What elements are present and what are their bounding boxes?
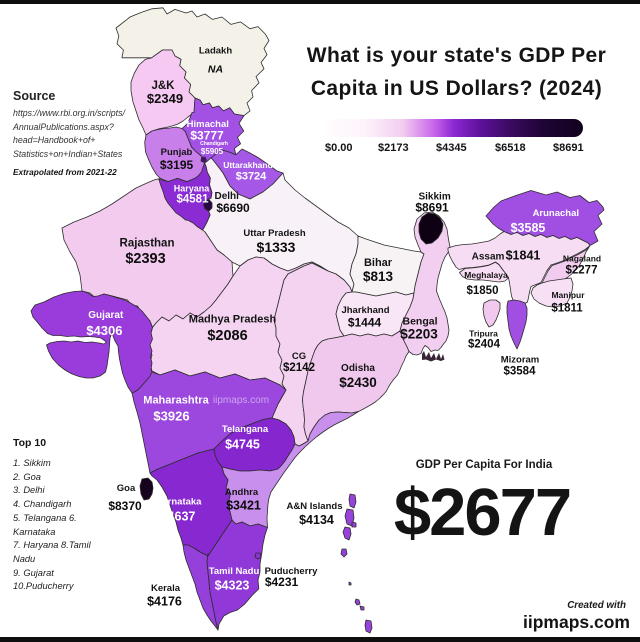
svg-text:$6690: $6690 xyxy=(216,201,250,215)
svg-text:$3195: $3195 xyxy=(160,158,194,172)
svg-text:Arunachal: Arunachal xyxy=(533,208,579,219)
svg-text:Ladakh: Ladakh xyxy=(199,46,232,57)
svg-text:Uttarakhand: Uttarakhand xyxy=(223,160,273,170)
svg-text:$2086: $2086 xyxy=(207,328,247,344)
svg-text:Kerala: Kerala xyxy=(151,583,181,594)
svg-text:Assam: Assam xyxy=(472,252,505,263)
svg-text:$5905: $5905 xyxy=(201,147,224,156)
svg-text:$813: $813 xyxy=(363,269,394,284)
svg-text:$8691: $8691 xyxy=(415,201,449,215)
svg-text:$3777: $3777 xyxy=(190,129,224,143)
svg-text:Madhya Pradesh: Madhya Pradesh xyxy=(189,314,277,326)
svg-text:$1850: $1850 xyxy=(467,285,499,297)
svg-text:$1333: $1333 xyxy=(257,239,296,255)
svg-text:Karnataka: Karnataka xyxy=(156,497,203,508)
svg-text:Jharkhand: Jharkhand xyxy=(341,305,389,316)
svg-text:Chandigarh: Chandigarh xyxy=(200,141,228,147)
svg-text:Goa: Goa xyxy=(117,483,136,494)
svg-text:Manipur: Manipur xyxy=(551,290,585,300)
svg-text:$3584: $3584 xyxy=(504,366,537,378)
svg-text:Meghalaya: Meghalaya xyxy=(464,270,508,280)
svg-text:Punjab: Punjab xyxy=(161,147,193,158)
svg-text:$3724: $3724 xyxy=(236,171,267,183)
svg-text:$4745: $4745 xyxy=(225,438,260,452)
svg-text:NA: NA xyxy=(208,64,223,76)
svg-text:$2404: $2404 xyxy=(468,339,501,351)
svg-text:$4323: $4323 xyxy=(215,579,250,593)
svg-text:J&K: J&K xyxy=(151,80,175,92)
svg-text:Sikkim: Sikkim xyxy=(418,192,450,203)
svg-text:$4306: $4306 xyxy=(86,323,122,338)
svg-text:Nagaland: Nagaland xyxy=(563,254,601,264)
svg-text:$2142: $2142 xyxy=(283,362,315,374)
svg-text:iipmaps.com: iipmaps.com xyxy=(213,395,269,406)
svg-text:$3421: $3421 xyxy=(226,499,261,513)
svg-text:Gujarat: Gujarat xyxy=(88,310,124,321)
svg-text:$1444: $1444 xyxy=(348,316,382,330)
svg-text:A&N Islands: A&N Islands xyxy=(287,501,343,512)
svg-text:Bengal: Bengal xyxy=(402,316,437,328)
svg-text:$4231: $4231 xyxy=(265,575,299,589)
svg-text:$2430: $2430 xyxy=(339,375,377,390)
svg-text:Himachal: Himachal xyxy=(187,119,229,130)
svg-text:Delhi: Delhi xyxy=(214,191,239,202)
svg-text:Maharashtra: Maharashtra xyxy=(143,395,209,407)
svg-text:Haryana: Haryana xyxy=(174,184,211,194)
svg-text:$3926: $3926 xyxy=(153,409,189,424)
svg-text:$1811: $1811 xyxy=(551,303,583,315)
svg-text:CG: CG xyxy=(292,351,306,362)
svg-text:Uttar Pradesh: Uttar Pradesh xyxy=(243,228,305,239)
svg-text:Rajasthan: Rajasthan xyxy=(120,238,175,250)
svg-text:$4134: $4134 xyxy=(299,513,334,527)
svg-text:$4176: $4176 xyxy=(147,595,182,609)
svg-text:$2349: $2349 xyxy=(147,91,183,106)
svg-text:Andhra: Andhra xyxy=(225,487,259,498)
svg-text:Telangana: Telangana xyxy=(222,424,269,435)
svg-text:$1841: $1841 xyxy=(506,249,541,263)
svg-text:Puducherry: Puducherry xyxy=(265,566,319,577)
svg-text:$3585: $3585 xyxy=(511,221,546,235)
svg-text:Tamil Nadu: Tamil Nadu xyxy=(209,566,260,577)
svg-text:Mizoram: Mizoram xyxy=(501,355,540,366)
svg-text:Tripura: Tripura xyxy=(469,329,498,339)
svg-text:Odisha: Odisha xyxy=(341,363,375,374)
svg-text:$2393: $2393 xyxy=(125,251,165,267)
svg-text:$4581: $4581 xyxy=(177,194,210,206)
svg-text:Bihar: Bihar xyxy=(364,257,393,269)
svg-text:$8370: $8370 xyxy=(108,499,142,513)
svg-text:$2203: $2203 xyxy=(400,327,438,342)
svg-text:$2277: $2277 xyxy=(566,265,598,277)
svg-text:$4637: $4637 xyxy=(161,510,196,524)
